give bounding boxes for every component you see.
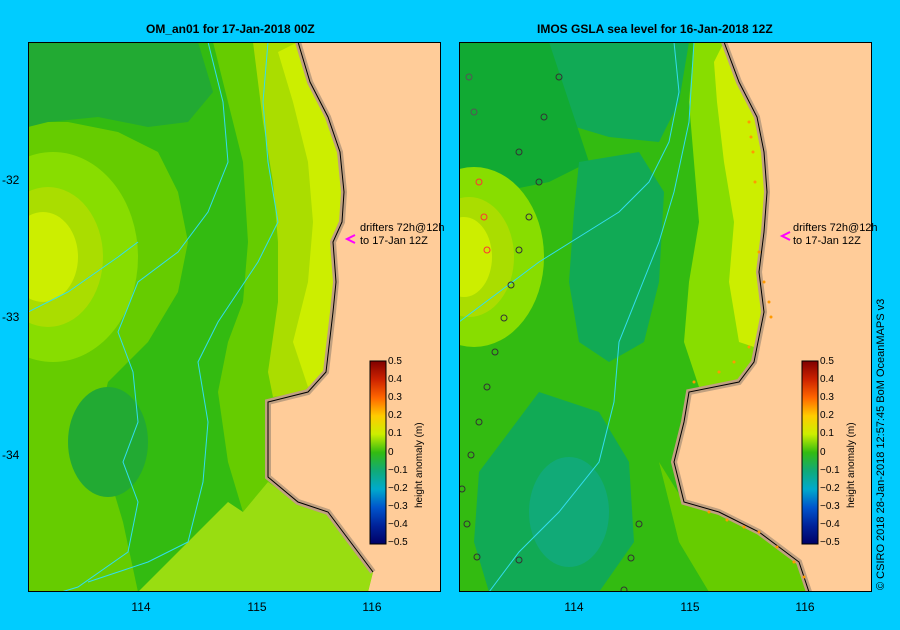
drifter-marker [525,213,533,221]
colorbar-label: 0.1 [388,428,402,439]
drifter-marker [515,246,523,254]
map-border [28,42,441,592]
drifter-marker [459,485,466,493]
colorbar-label: −0.2 [820,483,840,494]
x-tick-label: 114 [564,600,584,614]
colorbar-label: 0 [388,447,394,458]
drifter-marker [463,520,471,528]
right-colorbar: 0.5 0.4 0.3 0.2 0.1 0 −0.1 −0.2 −0.3 −0.… [798,356,900,551]
drifter-marker [507,281,515,289]
ocean-south-core [529,457,609,567]
right-drifter-note: drifters 72h@12h to 17-Jan 12Z [793,222,878,248]
left-map-panel [28,42,441,592]
ocean-midband [28,42,278,592]
drifter-marker [470,108,478,116]
colorbar-label: −0.5 [388,537,408,548]
ocean-north-low [28,42,213,127]
drifter-marker [467,451,475,459]
drifter-marker [535,178,543,186]
colorbar-label: −0.3 [820,501,840,512]
drifter-marker [515,556,523,564]
colorbar-label: 0.2 [820,410,834,421]
right-map-panel [459,42,872,592]
x-tick-label: 116 [362,600,382,614]
right-panel-title: IMOS GSLA sea level for 16-Jan-2018 12Z [537,22,773,36]
ocean-central-low [569,152,664,362]
x-tick-label: 115 [680,600,700,614]
y-tick-label: -33 [2,310,20,324]
colorbar-label: 0.4 [820,374,834,385]
coastal-drifter-track [692,120,806,579]
isobath-line-2 [87,42,279,583]
drifter-marker [465,73,473,81]
colorbar-label: −0.1 [820,465,840,476]
ocean-south-band [659,462,809,592]
drifter-arrow-icon [344,234,356,244]
colorbar-label: −0.5 [820,537,840,548]
drifter-marker [473,553,481,561]
drifter-marker [620,586,628,592]
colorbar-label: 0.5 [388,356,402,367]
isobath-line-2 [488,42,695,592]
drifter-marker [500,314,508,322]
colorbar-label: −0.4 [388,519,408,530]
drifter-marker [635,520,643,528]
ocean-nw-low [459,42,589,192]
colorbar-title: height anomaly (m) [846,422,857,508]
coastal-band-inner [714,42,767,347]
colorbar-label: 0.4 [388,374,402,385]
drifter-marker [483,383,491,391]
colorbar-label: −0.1 [388,465,408,476]
colorbar-title: height anomaly (m) [414,422,425,508]
drifter-marker [483,246,491,254]
drifter-marker [475,418,483,426]
coastal-band-inner [278,42,344,387]
coastline [673,42,810,592]
colorbar-label: −0.3 [388,501,408,512]
colorbar-label: −0.4 [820,519,840,530]
colorbar-label: 0.2 [388,410,402,421]
colorbar-label: 0.5 [820,356,834,367]
isobath-line-3 [28,241,139,313]
drifter-marker [491,348,499,356]
drifter-marker [475,178,483,186]
x-tick-label: 116 [795,600,815,614]
ocean-south-low [68,387,148,497]
colorbar-label: −0.2 [388,483,408,494]
left-panel-title: OM_an01 for 17-Jan-2018 00Z [146,22,315,36]
credit-text: © CSIRO 2018 28-Jan-2018 12:57:45 BoM Oc… [875,298,887,590]
left-drifter-note: drifters 72h@12h to 17-Jan 12Z [360,222,445,248]
drifter-marker [627,554,635,562]
y-tick-label: -32 [2,173,20,187]
ocean-west-high-core [28,212,78,302]
colorbar-label: 0.3 [820,392,834,403]
left-drifter-note-line1: drifters 72h@12h [360,222,445,234]
x-tick-label: 114 [131,600,151,614]
colorbar-label: 0.3 [388,392,402,403]
drifter-marker [555,73,563,81]
right-drifter-note-line2: to 17-Jan 12Z [793,235,861,247]
right-drifter-note-line1: drifters 72h@12h [793,222,878,234]
drifter-marker [515,148,523,156]
ocean-north-low [539,42,689,142]
ocean-west-high-core [459,217,492,297]
map-border [459,42,872,592]
coastline [267,42,374,573]
colorbar-label: 0 [820,447,826,458]
left-drifter-note-line2: to 17-Jan 12Z [360,235,428,247]
y-tick-label: -34 [2,448,20,462]
left-colorbar: 0.5 0.4 0.3 0.2 0.1 0 −0.1 −0.2 −0.3 −0.… [366,356,478,551]
drifter-marker [480,213,488,221]
drifter-marker [540,113,548,121]
isobath-line-1 [59,42,229,592]
x-tick-label: 115 [247,600,267,614]
colorbar-label: 0.1 [820,428,834,439]
drifter-arrow-icon [779,231,791,241]
